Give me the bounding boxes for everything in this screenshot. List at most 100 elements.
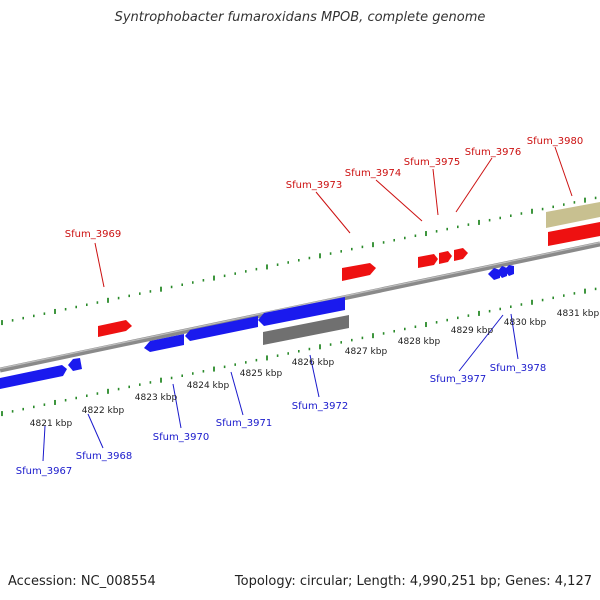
lower-tick-mark: [128, 385, 130, 389]
gene-Sfum_3970-arrow[interactable]: [144, 334, 184, 352]
lower-tick-mark: [467, 314, 470, 317]
upper-tick-mark: [11, 319, 14, 322]
upper-tick-mark: [33, 314, 35, 318]
gene-Sfum_3978-arrow-a[interactable]: [497, 266, 507, 278]
lower-tick-mark: [414, 325, 417, 329]
lower-tick-mark: [75, 396, 77, 400]
kbp-label: 4827 kbp: [345, 347, 388, 357]
gene-Sfum_3967-arrow[interactable]: [0, 365, 67, 389]
label-Sfum_3977[interactable]: Sfum_3977: [430, 374, 486, 385]
connector-Sfum_3976: [455, 157, 493, 213]
lower-tick-mark: [54, 399, 56, 405]
gene-Sfum_3975-arrow[interactable]: [439, 251, 452, 264]
gene-Sfum_3972-arrow[interactable]: [258, 297, 345, 326]
lower-tick-mark: [86, 394, 88, 398]
gene-Sfum_3980-block[interactable]: [548, 222, 600, 246]
upper-tick-mark: [213, 275, 215, 281]
label-Sfum_3967[interactable]: Sfum_3967: [16, 466, 72, 477]
gene-Sfum_3977-arrow[interactable]: [488, 268, 500, 280]
lower-tick-mark: [276, 354, 279, 357]
kbp-label: 4825 kbp: [240, 369, 283, 379]
gene-Sfum_3969-arrow[interactable]: [98, 320, 132, 337]
gene-Sfum_3978-arrow-b[interactable]: [504, 265, 514, 276]
lower-tick-mark: [192, 372, 194, 375]
label-Sfum_3969[interactable]: Sfum_3969: [65, 229, 121, 240]
upper-tick-mark: [499, 216, 501, 220]
upper-tick-mark: [276, 263, 279, 266]
lower-tick-mark: [351, 338, 353, 342]
label-Sfum_3971[interactable]: Sfum_3971: [216, 418, 272, 429]
lower-tick-mark: [361, 336, 364, 340]
upper-tick-mark: [435, 230, 438, 233]
upper-tick-mark: [510, 214, 512, 217]
label-Sfum_3975[interactable]: Sfum_3975: [404, 157, 460, 168]
label-Sfum_3970[interactable]: Sfum_3970: [153, 432, 209, 443]
gene-Sfum_3976-arrow[interactable]: [454, 248, 468, 261]
upper-tick-mark: [223, 274, 226, 278]
upper-tick-mark: [117, 296, 120, 300]
upper-tick-mark: [563, 203, 565, 206]
upper-tick-mark: [573, 201, 576, 204]
lower-tick-mark: [541, 298, 544, 302]
gene-Sfum_3968-arrow[interactable]: [68, 358, 82, 371]
lower-tick-mark: [1, 411, 3, 417]
upper-tick-mark: [192, 281, 194, 284]
lower-tick-mark: [446, 318, 448, 322]
lower-tick-mark: [382, 332, 385, 335]
upper-tick-mark: [287, 261, 289, 264]
upper-tick-mark: [520, 212, 523, 215]
label-Sfum_3976[interactable]: Sfum_3976: [465, 147, 521, 158]
upper-tick-mark: [446, 227, 448, 231]
lower-tick-mark: [43, 403, 46, 406]
lower-tick-mark: [287, 352, 289, 355]
kbp-label: 4822 kbp: [82, 406, 125, 416]
lower-tick-mark: [33, 405, 35, 409]
lower-tick-track: [1, 287, 597, 417]
upper-tick-mark: [149, 290, 152, 293]
label-Sfum_3980[interactable]: Sfum_3980: [527, 136, 583, 147]
upper-tick-mark: [234, 272, 236, 275]
upper-tick-mark: [372, 242, 374, 248]
lower-tick-mark: [245, 361, 247, 364]
upper-tick-mark: [43, 312, 46, 315]
label-Sfum_3973[interactable]: Sfum_3973: [286, 180, 342, 191]
kbp-label: 4826 kbp: [292, 358, 335, 368]
gene-Sfum_3974-arrow[interactable]: [418, 254, 438, 268]
lower-tick-mark: [202, 370, 205, 373]
gene-Sfum_3971-arrow[interactable]: [185, 316, 258, 341]
lower-tick-mark: [520, 303, 523, 306]
label-Sfum_3974[interactable]: Sfum_3974: [345, 168, 401, 179]
upper-tick-mark: [393, 238, 395, 242]
lower-tick-mark: [181, 374, 183, 377]
kbp-label: 4829 kbp: [451, 326, 494, 336]
olive-feature[interactable]: [546, 202, 600, 228]
upper-tick-mark: [329, 252, 332, 255]
gene-labels: Sfum_3969 Sfum_3973 Sfum_3974 Sfum_3975 …: [16, 136, 583, 477]
kbp-scale-labels: 4821 kbp 4822 kbp 4823 kbp 4824 kbp 4825…: [30, 309, 600, 429]
lower-tick-mark: [510, 305, 512, 308]
upper-tick-mark: [488, 218, 491, 222]
lower-tick-mark: [319, 344, 321, 350]
upper-tick-mark: [414, 234, 417, 238]
kbp-label: 4830 kbp: [504, 318, 547, 328]
lower-tick-mark: [372, 333, 374, 339]
lower-tick-mark: [552, 296, 554, 300]
upper-tick-mark: [139, 292, 141, 295]
upper-tick-mark: [245, 270, 247, 273]
upper-tick-mark: [531, 208, 533, 214]
gene-Sfum_3973-arrow[interactable]: [342, 263, 376, 281]
upper-tick-mark: [382, 241, 385, 244]
lower-tick-mark: [393, 329, 395, 333]
label-Sfum_3978[interactable]: Sfum_3978: [490, 363, 546, 374]
lower-tick-mark: [255, 358, 258, 362]
connector-Sfum_3971: [230, 371, 244, 416]
upper-tick-mark: [467, 223, 470, 226]
upper-tick-mark: [351, 247, 353, 251]
label-Sfum_3972[interactable]: Sfum_3972: [292, 401, 348, 412]
label-Sfum_3968[interactable]: Sfum_3968: [76, 451, 132, 462]
upper-tick-mark: [266, 264, 268, 270]
lower-tick-mark: [139, 383, 141, 386]
lower-tick-mark: [563, 294, 565, 297]
gray-feature[interactable]: [263, 315, 349, 345]
upper-tick-mark: [181, 283, 183, 286]
